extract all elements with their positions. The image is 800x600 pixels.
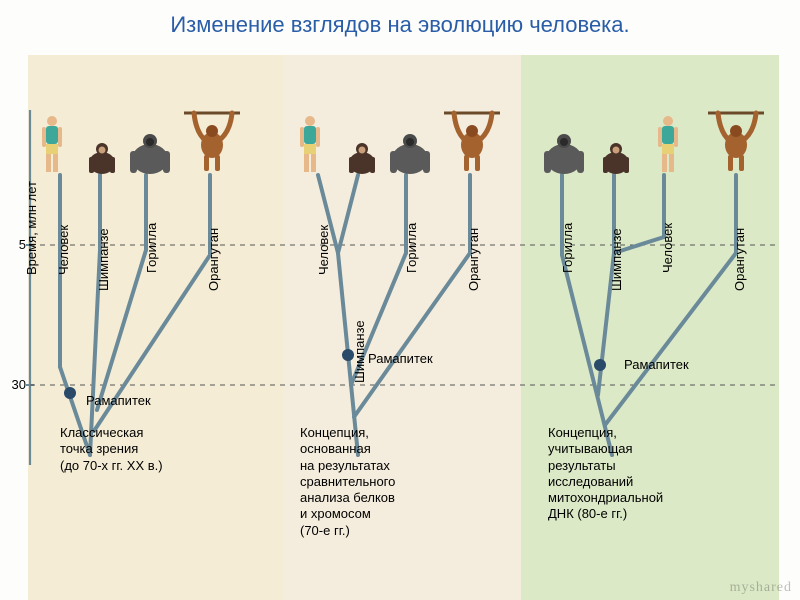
ramapithecus-label: Рамапитек [368,351,433,366]
chimp-icon [349,143,375,174]
species-label: Шимпанзе [352,320,367,383]
tick-30: 30 [0,377,26,392]
ramapithecus-label: Рамапитек [624,357,689,372]
human-icon [42,116,62,172]
watermark: myshared [730,580,792,596]
human-icon [658,116,678,172]
human-icon [300,116,320,172]
species-label: Орангутан [206,228,221,291]
species-label: Человек [316,225,331,275]
gorilla-icon [390,134,430,174]
species-label: Человек [660,223,675,273]
slide-title: Изменение взглядов на эволюцию человека. [0,0,800,46]
species-label: Орангутан [732,228,747,291]
gorilla-icon [130,134,170,174]
ramapithecus-label: Рамапитек [86,393,151,408]
species-label: Горилла [404,223,419,273]
species-label: Шимпанзе [96,228,111,291]
phylogeny-svg [0,55,800,600]
orangutan-icon [708,113,764,171]
orangutan-icon [444,113,500,171]
panel-caption: Концепция,основаннаяна результатахсравни… [300,425,395,539]
species-label: Горилла [144,223,159,273]
species-label: Горилла [560,223,575,273]
panel-caption: Классическаяточка зрения(до 70-х гг. XX … [60,425,163,474]
species-label: Шимпанзе [609,228,624,291]
chimp-icon [89,143,115,174]
chart-area: Время, млн лет 5 30 Человек Шимпанзе Горил… [0,55,800,600]
species-label: Человек [56,225,71,275]
orangutan-icon [184,113,240,171]
y-axis-label: Время, млн лет [24,181,39,275]
gorilla-icon [544,134,584,174]
title-text: Изменение взглядов на эволюцию человека. [170,12,629,37]
species-label: Орангутан [466,228,481,291]
tick-5: 5 [6,237,26,252]
chimp-icon [603,143,629,174]
panel-caption: Концепция,учитывающаярезультатыисследова… [548,425,663,523]
